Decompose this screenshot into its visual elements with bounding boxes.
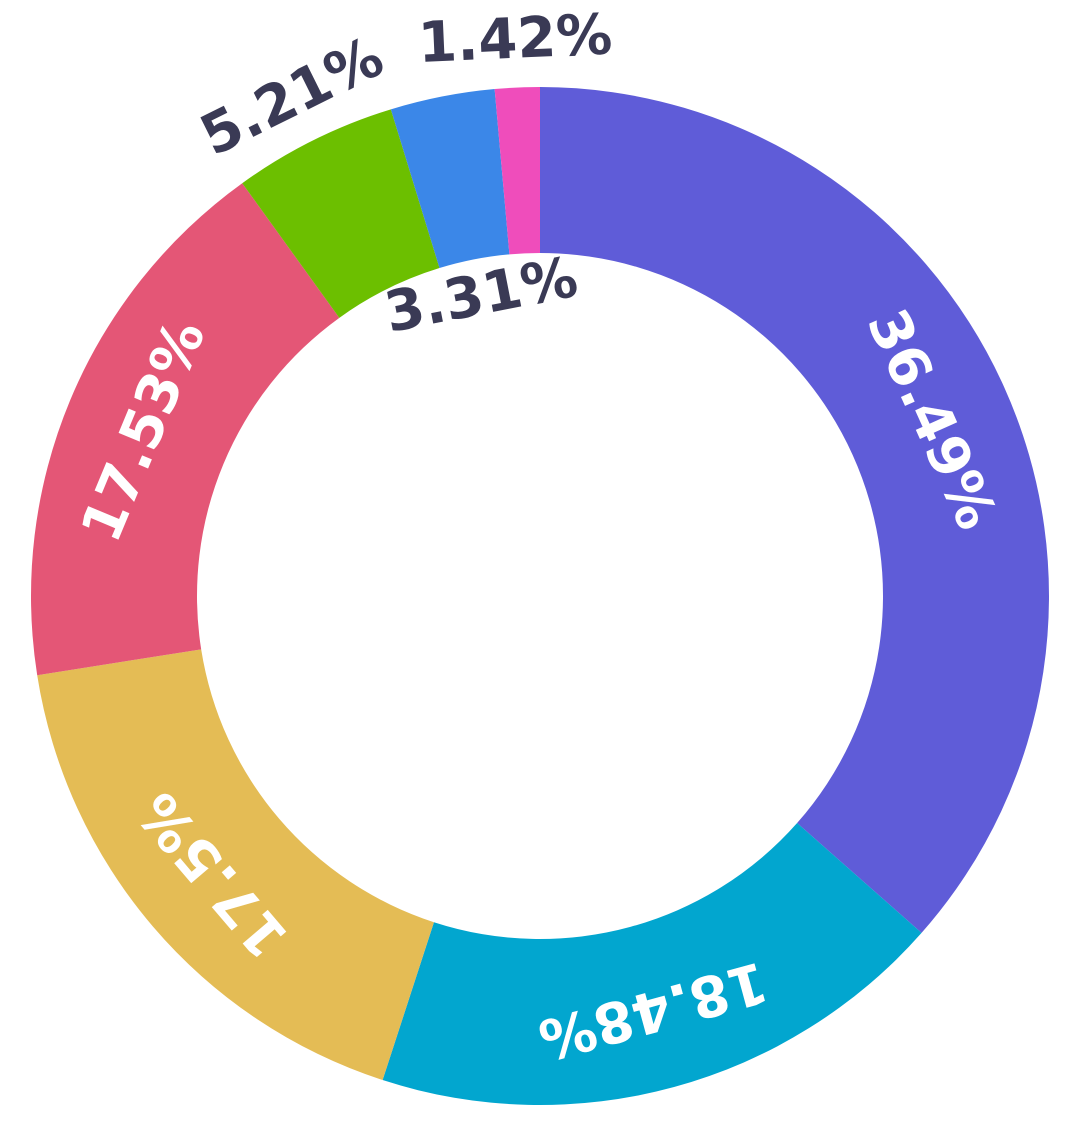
donut-segment — [390, 89, 510, 269]
data-label: 1.42% — [417, 2, 614, 76]
donut-segment — [382, 823, 922, 1105]
donut-segment — [540, 87, 1049, 933]
donut-segment — [494, 87, 540, 255]
donut-segment — [30, 183, 340, 676]
donut-segment — [242, 109, 440, 318]
donut-segment — [37, 649, 434, 1081]
